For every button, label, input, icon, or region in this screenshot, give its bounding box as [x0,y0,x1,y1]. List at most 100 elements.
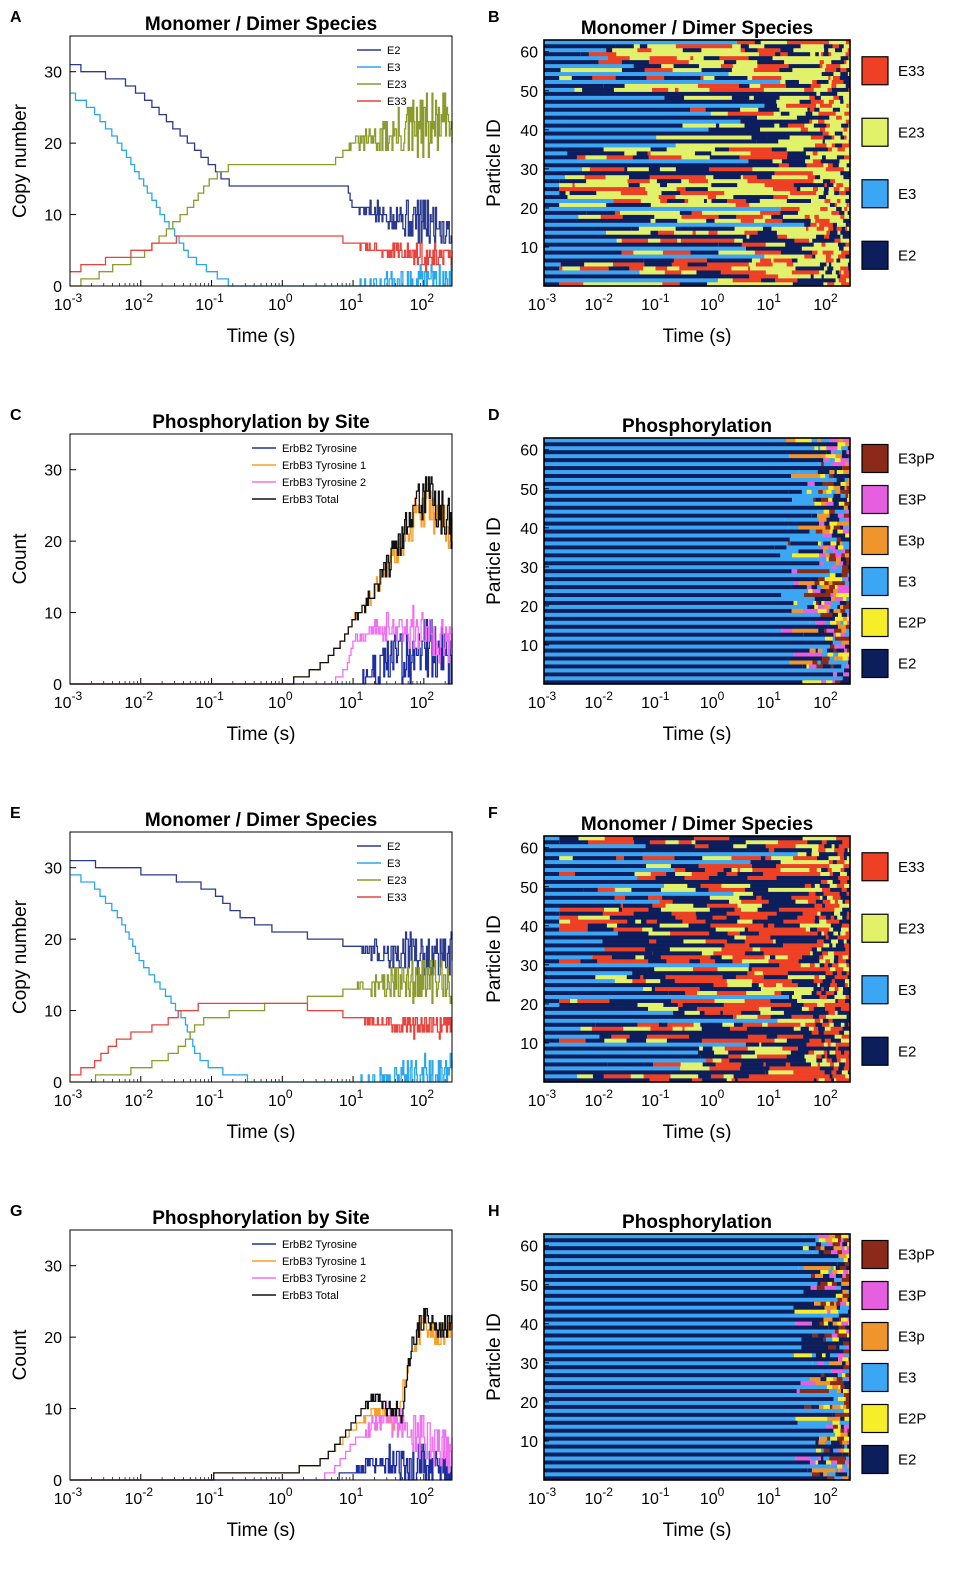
heatmap-cell [830,1265,834,1271]
heatmap-cell [544,1424,827,1429]
heatmap-cell [816,600,819,605]
heatmap-cell [648,166,661,172]
heatmap-cell [811,1030,819,1035]
heatmap-cell [823,1380,831,1386]
heatmap-cell [844,1285,851,1290]
heatmap-cell [660,907,691,912]
heatmap-cell [815,170,822,176]
heatmap-cell [809,95,816,100]
heatmap-cell [834,899,839,904]
heatmap-cell [818,620,827,625]
heatmap-cell [544,103,765,108]
heatmap-cell [815,497,822,502]
heatmap-cell [544,481,808,486]
x-tick-label: 10-3 [528,1485,557,1508]
x-axis-label: Time (s) [227,326,296,347]
heatmap-cell [775,278,798,283]
heatmap-cell [544,644,830,649]
heatmap-cell [829,1360,838,1366]
heatmap-cell [694,1010,701,1015]
heatmap-cell [834,143,843,148]
heatmap-cell [822,915,827,920]
heatmap-cell [831,1002,835,1007]
heatmap-cell [685,895,711,900]
heatmap-cell [821,438,830,443]
y-tick-label: 0 [53,1075,62,1092]
heatmap-cell [763,871,785,876]
heatmap-cell [843,1257,849,1263]
panel-label: G [10,1203,22,1220]
heatmap-cell [819,580,825,586]
legend-label: E2 [387,841,400,853]
heatmap-cell [826,246,834,251]
heatmap-cell [844,186,851,192]
heatmap-cell [812,159,822,164]
heatmap-cell [813,978,821,984]
heatmap-cell [830,1062,835,1067]
heatmap-cell [823,59,832,65]
heatmap-cell [619,210,630,215]
heatmap-cell [678,839,692,845]
heatmap-cell [825,453,832,459]
heatmap-cell [823,190,829,196]
heatmap-cell [820,87,828,92]
legend-label: E23 [898,920,925,937]
heatmap-cell [840,608,846,613]
heatmap-cell [781,75,799,80]
heatmap-cell [752,867,778,873]
heatmap-cell [840,1038,847,1043]
heatmap-cell [809,1078,815,1083]
heatmap-cell [705,939,728,944]
heatmap-cell [624,83,648,88]
heatmap-cell [774,238,795,243]
heatmap-cell [803,1289,832,1294]
heatmap-cell [847,974,851,980]
heatmap-cell [839,1440,843,1445]
heatmap-cell [844,135,847,140]
heatmap-cell [761,962,775,968]
heatmap-cell [805,159,814,164]
heatmap-cell [649,939,657,944]
heatmap-cell [544,131,823,136]
heatmap-cell [544,282,560,287]
heatmap-cell [838,1357,843,1362]
heatmap-cell [844,1468,851,1473]
heatmap-cell [681,270,697,275]
heatmap-cell [816,1058,823,1063]
heatmap-cell [838,939,845,944]
heatmap-cell [847,1440,851,1445]
heatmap-cell [828,47,836,53]
heatmap-cell [838,843,844,849]
heatmap-cell [823,1345,829,1350]
heatmap-cell [751,982,760,988]
heatmap-cell [544,1460,810,1465]
heatmap-cell [611,1034,619,1039]
heatmap-cell [544,1078,645,1083]
heatmap-cell [747,970,755,976]
heatmap-cell [815,262,821,267]
heatmap-cell [669,986,700,992]
heatmap-cell [779,127,802,132]
heatmap-cell [697,83,725,88]
heatmap-cell [828,855,834,861]
heatmap-cell [831,596,836,601]
heatmap-cell [773,258,793,263]
heatmap-cell [836,537,842,542]
y-tick-label: 20 [44,136,62,153]
heatmap-cell [727,198,747,203]
heatmap-cell [805,1022,812,1027]
heatmap-cell [824,67,833,73]
heatmap-cell [793,1070,817,1075]
heatmap-cell [844,1030,851,1035]
heatmap-cell [833,632,837,637]
heatmap-cell [710,923,743,928]
heatmap-cell [810,843,819,849]
heatmap-cell [842,1376,848,1382]
heatmap-cell [841,1321,849,1326]
heatmap-cell [818,51,822,57]
heatmap-cell [709,1066,741,1071]
heatmap-cell [826,1376,834,1382]
heatmap-cell [815,1245,821,1251]
heatmap-cell [645,843,676,849]
heatmap-cell [841,549,846,554]
